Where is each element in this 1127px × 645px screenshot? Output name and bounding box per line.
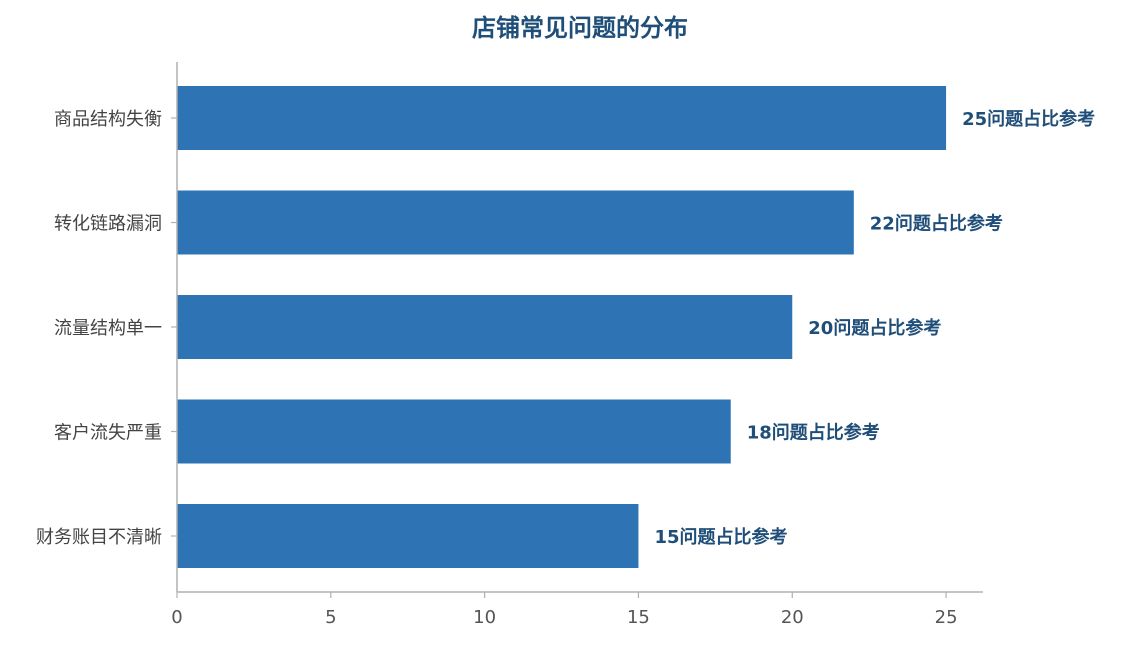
x-tick-label-0: 0 <box>171 607 182 628</box>
bar-0 <box>177 86 947 150</box>
chart-title: 店铺常见问题的分布 <box>472 14 688 42</box>
data-label-4: 15问题占比参考 <box>654 526 787 548</box>
x-tick-label-4: 20 <box>781 607 804 628</box>
data-label-3: 18问题占比参考 <box>747 422 880 444</box>
data-label-1: 22问题占比参考 <box>870 213 1003 235</box>
bar-1 <box>177 190 854 255</box>
x-tick-label-1: 5 <box>325 607 336 628</box>
data-label-2: 20问题占比参考 <box>808 317 941 339</box>
bar-3 <box>177 399 731 464</box>
bar-2 <box>177 295 793 359</box>
x-axis: 0 5 10 15 20 25 <box>171 591 983 628</box>
x-tick-label-5: 25 <box>935 607 958 628</box>
category-label-3: 客户流失严重 <box>54 423 162 444</box>
x-tick-label-3: 15 <box>627 607 650 628</box>
data-labels-group: 25问题占比参考 22问题占比参考 20问题占比参考 18问题占比参考 15问题占比参考 <box>654 108 1095 548</box>
data-label-0: 25问题占比参考 <box>962 108 1095 130</box>
bar-4 <box>177 504 639 568</box>
category-label-4: 财务账目不清晰 <box>36 527 162 548</box>
category-label-1: 转化链路漏洞 <box>54 214 162 235</box>
bars-group <box>177 86 947 568</box>
category-label-2: 流量结构单一 <box>54 318 162 339</box>
x-tick-label-2: 10 <box>473 607 496 628</box>
category-label-0: 商品结构失衡 <box>54 109 162 130</box>
